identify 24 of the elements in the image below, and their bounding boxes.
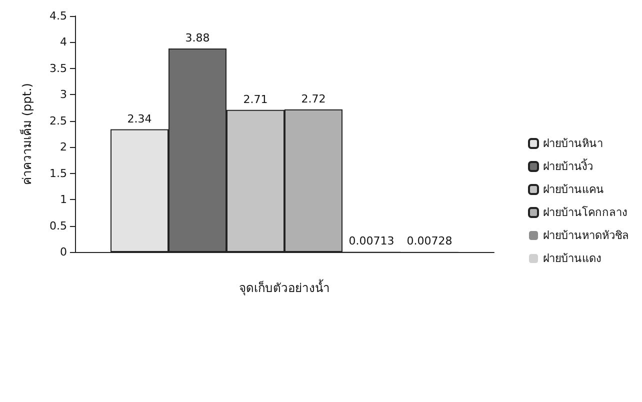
y-tick-label: 0.5	[50, 219, 67, 232]
legend-label: ฝายบ้านแดง	[543, 252, 601, 265]
y-tick-label: 1	[60, 193, 67, 206]
y-tick-label: 3	[60, 88, 67, 102]
y-axis-title: ค่าความเค็ม (ppt.)	[19, 83, 34, 185]
legend-label: ฝายบ้านหินา	[543, 137, 603, 150]
legend-label: ฝายบ้านแคน	[543, 183, 604, 196]
legend-label: ฝายบ้านโคกกลาง	[543, 205, 627, 219]
y-tick-label: 2	[60, 140, 67, 154]
y-tick-label: 2.5	[50, 114, 67, 128]
y-tick-label: 4.5	[50, 10, 67, 22]
data-label: 0.00713	[348, 234, 394, 248]
y-tick-label: 1.5	[50, 166, 67, 180]
y-tick-label: 4	[60, 36, 67, 49]
data-label: 3.88	[185, 32, 210, 45]
legend-label: ฝายบ้านหาดหัวชิล	[543, 229, 629, 242]
y-tick-label: 0	[60, 246, 67, 258]
data-label: 2.34	[127, 112, 152, 126]
legend-label: ฝายบ้านงิ้ว	[543, 158, 593, 173]
x-axis-title: จุดเก็บตัวอย่างน้ำ	[239, 279, 330, 296]
data-label: 2.72	[301, 92, 326, 106]
data-label: 0.00728	[406, 234, 452, 248]
y-tick-label: 3.5	[50, 62, 67, 75]
data-label: 2.71	[243, 92, 268, 106]
